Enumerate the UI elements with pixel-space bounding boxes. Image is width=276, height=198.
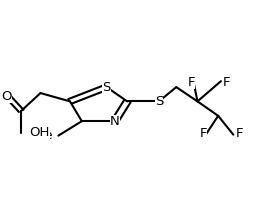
Text: O: O: [1, 90, 12, 103]
Text: S: S: [155, 95, 163, 108]
Text: F: F: [200, 127, 207, 140]
Text: Me: Me: [33, 129, 53, 142]
Text: F: F: [235, 127, 243, 140]
Text: N: N: [110, 115, 120, 128]
Text: OH: OH: [30, 126, 50, 139]
Text: F: F: [187, 76, 195, 89]
Text: S: S: [102, 81, 111, 94]
Text: F: F: [223, 76, 231, 89]
